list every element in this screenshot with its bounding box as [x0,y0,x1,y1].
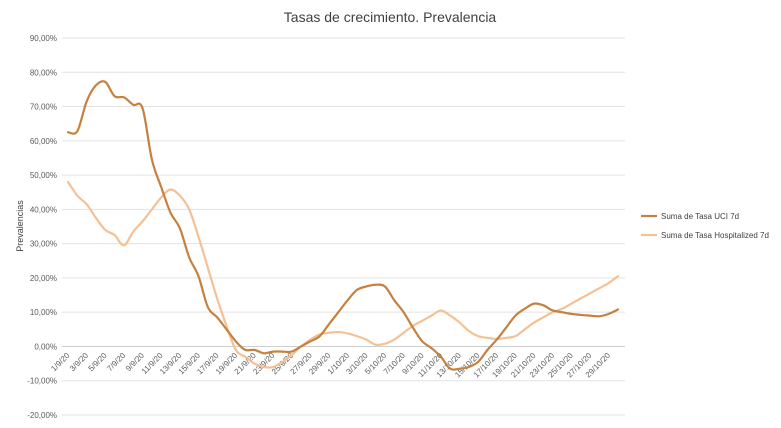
chart-title: Tasas de crecimiento. Prevalencia [284,9,497,25]
series-line [66,80,620,371]
y-tick-label: 40,00% [30,205,57,214]
y-axis-title: Prevalencias [15,200,25,252]
y-tick-label: 80,00% [30,68,57,77]
y-tick-label: 60,00% [30,137,57,146]
y-tick-label: -10,00% [27,377,57,386]
y-tick-label: 0,00% [34,342,57,351]
legend-label: Suma de Tasa UCI 7d [661,212,739,221]
y-tick-label: 30,00% [30,240,57,249]
gridlines [62,37,625,416]
series-lines [66,80,620,371]
series-line [66,180,620,369]
y-tick-label: 90,00% [30,34,57,43]
y-tick-label: 50,00% [30,171,57,180]
y-axis-tick-labels: 90,00% 80,00% 70,00% 60,00% 50,00% 40,00% 30,0… [27,34,57,420]
y-tick-label: 20,00% [30,274,57,283]
legend: Suma de Tasa UCI 7d Suma de Tasa Hospital… [641,212,769,240]
y-tick-label: 10,00% [30,308,57,317]
legend-label: Suma de Tasa Hospitalized 7d [661,231,769,240]
y-tick-label: -20,00% [27,411,57,420]
y-tick-label: 70,00% [30,103,57,112]
